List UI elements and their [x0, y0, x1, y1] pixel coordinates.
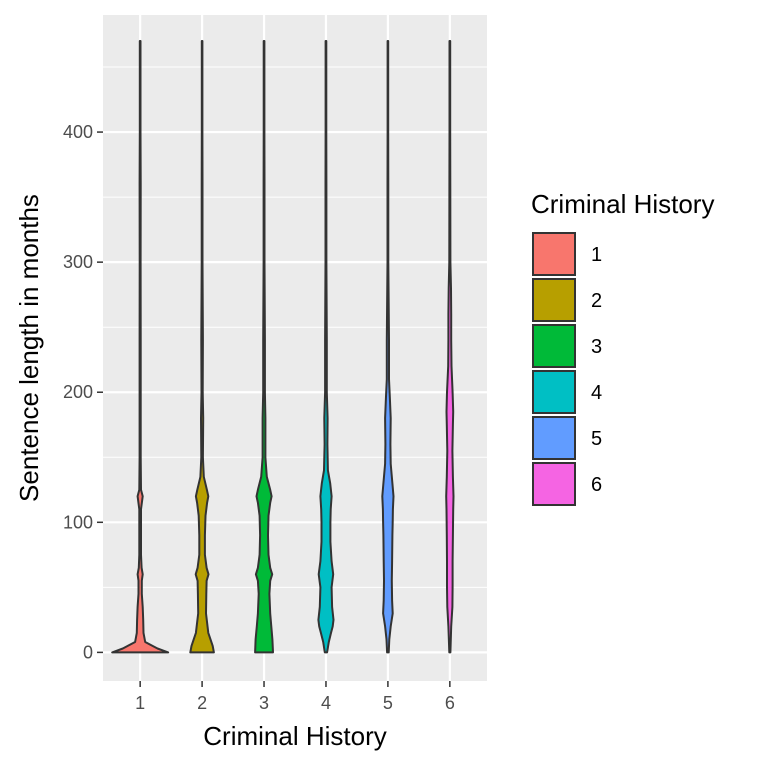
x-axis: 1 2 3 4 5 6 [135, 681, 455, 713]
x-axis-title: Criminal History [203, 721, 386, 751]
legend-key-5 [532, 416, 576, 460]
violin-3 [254, 40, 274, 654]
legend: Criminal History 1 2 3 4 5 6 [531, 189, 714, 506]
x-tick-label: 5 [383, 693, 393, 713]
legend-label-2: 2 [591, 290, 602, 312]
violin-6 [445, 40, 455, 654]
violin-4 [317, 40, 335, 654]
panel-background [103, 15, 487, 681]
legend-key-2 [532, 278, 576, 322]
y-tick-label: 200 [63, 382, 93, 402]
legend-label-3: 3 [591, 336, 602, 358]
y-tick-label: 100 [63, 512, 93, 532]
x-tick-label: 6 [445, 693, 455, 713]
minor-gridlines [103, 66, 487, 588]
violins [111, 40, 455, 654]
y-tick-label: 400 [63, 122, 93, 142]
legend-label-6: 6 [591, 474, 602, 496]
y-axis: 0 100 200 300 400 [63, 122, 103, 662]
legend-label-4: 4 [591, 382, 602, 404]
x-tick-label: 2 [197, 693, 207, 713]
y-tick-label: 300 [63, 252, 93, 272]
violin-2 [189, 40, 215, 654]
legend-key-3 [532, 324, 576, 368]
legend-label-1: 1 [591, 244, 602, 266]
x-tick-label: 4 [321, 693, 331, 713]
legend-key-6 [532, 462, 576, 506]
violin-5 [381, 40, 395, 654]
legend-label-5: 5 [591, 428, 602, 450]
x-tick-label: 1 [135, 693, 145, 713]
y-axis-title: Sentence length in months [14, 194, 44, 502]
legend-key-1 [532, 232, 576, 276]
y-tick-label: 0 [83, 642, 93, 662]
x-tick-label: 3 [259, 693, 269, 713]
violin-1 [111, 40, 170, 654]
legend-key-4 [532, 370, 576, 414]
legend-title: Criminal History [531, 189, 714, 219]
